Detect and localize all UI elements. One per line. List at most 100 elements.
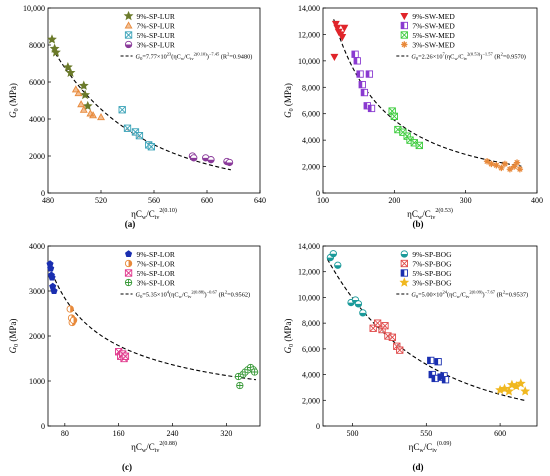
- text-span: =7.77×10: [142, 54, 166, 61]
- text-span: =0.9562): [227, 292, 250, 299]
- x-tick-label: 300: [460, 196, 472, 205]
- marker-fill: [366, 70, 370, 78]
- legend-marker: [400, 21, 408, 30]
- legend-marker: [400, 259, 408, 268]
- data-point: [334, 261, 342, 269]
- y-tick-label: 8000: [29, 41, 45, 50]
- series-7%-SP-LUR: [71, 85, 105, 121]
- equation-label: G0=2.26×107(ηCw/Civ2(0.53))−1.57 (R2=0.9…: [411, 52, 526, 62]
- equation-label: G0=7.77×1023(ηCw/Civ2(0.10))−7.45 (R2=0.…: [136, 52, 253, 62]
- legend-marker: [400, 269, 408, 277]
- legend-marker: [124, 259, 133, 268]
- text-span: (R: [217, 292, 226, 299]
- series-5%-SP-LOR: [115, 348, 130, 363]
- y-tick-label: 10,000: [298, 57, 320, 66]
- legend-marker: [124, 40, 133, 49]
- legend-label: 5%-SW-MED: [412, 31, 455, 40]
- text-span: ): [204, 292, 206, 299]
- data-point: [488, 160, 495, 168]
- text-span: 0: [416, 56, 419, 61]
- data-point: [520, 386, 531, 396]
- text-span: G: [411, 292, 416, 299]
- data-point: [190, 154, 198, 162]
- marker-fill: [437, 373, 442, 381]
- text-span: (ηC: [171, 54, 181, 61]
- legend-label: 5%-SP-BOG: [412, 269, 452, 278]
- x-tick-label: 240: [167, 429, 179, 438]
- fit-curve: [49, 267, 257, 381]
- text-span: ): [207, 54, 209, 61]
- legend-marker: [124, 269, 133, 277]
- data-point: [329, 250, 337, 258]
- data-point: [82, 100, 93, 111]
- marker-cross: [135, 132, 143, 140]
- series-3%-SP-LUR: [188, 152, 234, 167]
- x-tick-label: 500: [347, 429, 359, 438]
- marker-cross: [415, 141, 423, 149]
- legend-label: 7%-SP-LUR: [137, 22, 175, 31]
- legend-marker: [400, 250, 408, 258]
- text-span: 2: [503, 290, 505, 295]
- text-span: =0.9570): [503, 54, 526, 61]
- y-axis-label: G0 (MPa): [283, 83, 295, 118]
- data-point: [89, 111, 98, 119]
- data-point: [97, 113, 105, 121]
- text-span: 0: [289, 344, 295, 347]
- data-point: [354, 300, 363, 308]
- x-tick-label: 520: [95, 196, 107, 205]
- legend-label: 9%-SP-LUR: [137, 12, 175, 21]
- marker-fill: [202, 157, 209, 162]
- marker-fill: [401, 254, 408, 258]
- legend-marker: [400, 12, 409, 21]
- y-tick-label: 8,000: [302, 83, 320, 92]
- data-point: [358, 80, 366, 89]
- text-span: (0.09): [437, 440, 452, 447]
- y-tick-label: 3000: [29, 287, 45, 296]
- data-point: [47, 34, 57, 44]
- marker-fill: [351, 51, 356, 58]
- text-span: (R: [219, 54, 228, 61]
- data-point: [50, 287, 58, 295]
- y-tick-label: 2000: [29, 152, 45, 161]
- text-span: w: [142, 215, 147, 221]
- chart-panel-d: 0 2,000 4,000 6,000 8,000 10,000 12,000 14,000 5…: [283, 242, 538, 454]
- series-7%-SP-LOR: [66, 305, 78, 327]
- x-tick-label: 100: [317, 196, 329, 205]
- data-point: [77, 100, 86, 108]
- text-span: (R: [493, 54, 502, 61]
- y-tick-label: 6,000: [302, 345, 320, 354]
- data-point: [79, 105, 88, 113]
- panel-label: (a): [125, 219, 136, 229]
- text-span: 7: [443, 52, 446, 57]
- marker-fill: [190, 157, 197, 162]
- series-9%-SP-BOG: [326, 250, 367, 317]
- data-point: [66, 305, 74, 313]
- data-point: [381, 322, 389, 330]
- legend-marker: [124, 278, 133, 287]
- marker-fill: [355, 303, 362, 308]
- x-tick-label: 80: [61, 429, 69, 438]
- data-point: [367, 104, 376, 113]
- y-tick-label: 6,000: [302, 110, 320, 119]
- legend-label: 9%-SP-LOR: [137, 250, 175, 259]
- x-tick-label: 160: [113, 429, 125, 438]
- series-7%-SW-MED: [351, 50, 376, 113]
- text-span: =5.00×10: [418, 292, 442, 299]
- text-span: (ηC: [447, 292, 457, 299]
- equation-label: G0=5.35×104(ηCw/Civ2(0.88))−0.67 (R2=0.9…: [136, 290, 251, 300]
- marker-fill: [334, 265, 341, 269]
- text-span: (ηC: [169, 292, 179, 299]
- data-point: [415, 141, 423, 150]
- data-point: [330, 53, 339, 62]
- data-point: [434, 358, 442, 366]
- y-tick-label: 2000: [29, 332, 45, 341]
- text-span: 2: [501, 52, 503, 57]
- text-span: G: [411, 54, 416, 61]
- marker-fill: [125, 44, 132, 48]
- marker-fill: [359, 312, 367, 317]
- text-span: w: [179, 294, 183, 299]
- text-span: /C: [422, 209, 431, 219]
- text-span: 0: [416, 294, 419, 299]
- y-tick-label: 2,000: [302, 163, 320, 172]
